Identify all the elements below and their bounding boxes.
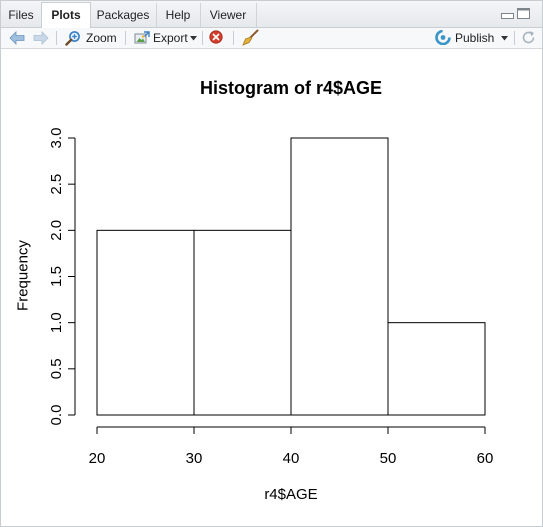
tab-plots[interactable]: Plots <box>41 2 91 28</box>
y-tick-label: 3.0 <box>48 128 65 149</box>
export-button[interactable]: Export <box>153 31 188 45</box>
publish-icon[interactable] <box>435 30 451 45</box>
x-tick-label: 20 <box>89 450 106 467</box>
minimize-icon[interactable] <box>501 8 514 19</box>
chevron-down-icon[interactable] <box>190 36 197 41</box>
toolbar-separator <box>202 31 203 45</box>
toolbar-separator <box>514 31 515 45</box>
tab-packages[interactable]: Packages <box>90 3 157 27</box>
remove-icon[interactable] <box>209 30 223 44</box>
x-tick-label: 40 <box>283 450 300 467</box>
plots-toolbar: Zoom Export Publish <box>1 28 542 49</box>
forward-arrow-icon[interactable] <box>33 31 49 45</box>
publish-button[interactable]: Publish <box>455 31 495 45</box>
plot-area: Histogram of r4$AGE r4$AGE Frequency 20 3… <box>1 49 542 526</box>
x-tick-label: 50 <box>380 450 397 467</box>
tab-help[interactable]: Help <box>156 3 201 27</box>
histogram-bar <box>290 137 389 416</box>
back-arrow-icon[interactable] <box>9 31 25 45</box>
chevron-down-icon[interactable] <box>501 36 508 41</box>
chart-title: Histogram of r4$AGE <box>199 78 383 98</box>
y-tick-label: 0.0 <box>48 405 65 426</box>
zoom-button[interactable]: Zoom <box>86 31 117 45</box>
broom-icon[interactable] <box>242 29 259 46</box>
y-tick-label: 2.5 <box>48 174 65 195</box>
histogram-bar <box>193 229 292 416</box>
toolbar-separator <box>56 31 57 45</box>
x-tick-label: 60 <box>477 450 494 467</box>
y-tick-label: 1.5 <box>48 266 65 287</box>
zoom-icon[interactable] <box>65 30 81 46</box>
y-tick-label: 1.0 <box>48 312 65 333</box>
tab-viewer[interactable]: Viewer <box>200 3 257 27</box>
tab-bar: Files Plots Packages Help Viewer <box>1 1 542 28</box>
toolbar-separator <box>125 31 126 45</box>
histogram-bar <box>387 322 486 416</box>
histogram-bar <box>96 229 195 416</box>
x-axis-label: r4$AGE <box>264 486 318 503</box>
histogram-chart: 20 30 40 50 60 0.0 0.5 1.0 1.5 2.0 2.5 3.0 <box>48 128 494 467</box>
refresh-icon[interactable] <box>521 30 536 45</box>
maximize-icon[interactable] <box>517 8 530 19</box>
tab-files[interactable]: Files <box>1 3 42 27</box>
y-tick-label: 0.5 <box>48 358 65 379</box>
x-tick-label: 30 <box>186 450 203 467</box>
export-icon[interactable] <box>134 30 150 46</box>
toolbar-separator <box>233 31 234 45</box>
y-tick-label: 2.0 <box>48 220 65 241</box>
